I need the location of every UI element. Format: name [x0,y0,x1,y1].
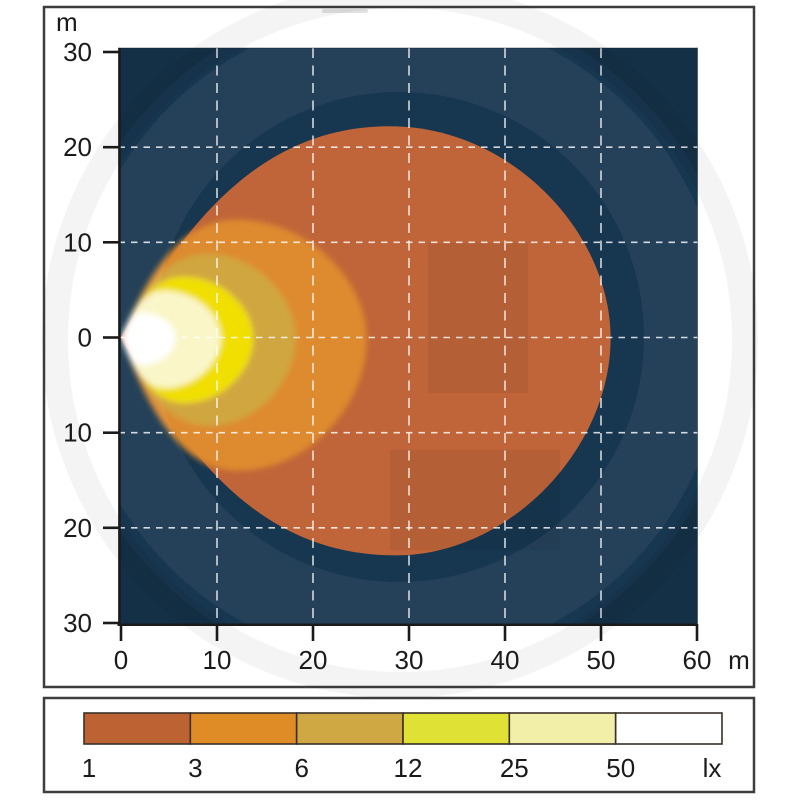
watermark-glyph [390,450,560,550]
y-tick-label: 0 [78,323,92,353]
legend-swatch-12lx [402,712,511,745]
x-tick-label: 50 [587,645,616,675]
y-tick-label: 20 [63,132,92,162]
contour-50lx [121,312,176,366]
axes [103,47,699,641]
x-tick-label: 30 [395,645,424,675]
watermark-glyph [428,243,528,393]
legend-swatch-50lx [614,712,723,745]
x-tick-label: 60 [683,645,712,675]
fine-print-illegible [322,9,368,13]
legend-swatch-25lx [508,712,617,745]
y-axis-unit-label: m [56,7,78,37]
x-tick-label: 10 [203,645,232,675]
legend-label: 1 [82,753,96,783]
legend-label: 12 [394,753,423,783]
watermark-margin-arcs [42,0,758,698]
x-axis-unit-label: m [728,645,750,675]
gridlines [118,48,698,625]
x-tick-label: 20 [299,645,328,675]
legend-swatch-3lx [189,712,298,745]
legend-swatch-1lx [83,712,192,745]
x-tick-label: 40 [491,645,520,675]
legend-label: 6 [294,753,308,783]
y-tick-label: 10 [63,227,92,257]
legend-color-bar [83,712,723,745]
x-tick-label: 0 [114,645,128,675]
y-tick-label: 20 [63,513,92,543]
watermark-margin-ring [42,0,758,698]
legend-label: 50 [606,753,635,783]
y-tick-label: 30 [63,37,92,67]
legend-swatch-6lx [295,712,404,745]
legend-unit-label: lx [703,753,722,783]
contour-inner-group [121,219,367,471]
legend-label: 25 [500,753,529,783]
y-tick-label: 10 [63,418,92,448]
legend-label: 3 [188,753,202,783]
y-tick-label: 30 [63,608,92,638]
